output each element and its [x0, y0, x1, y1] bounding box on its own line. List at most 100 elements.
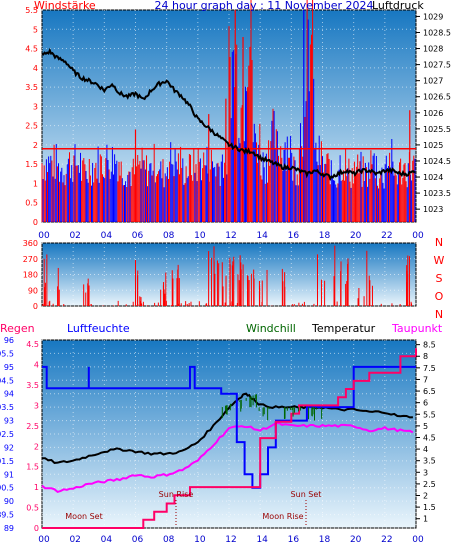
temp-tick-label: 4.5: [423, 433, 436, 442]
series-regen: [42, 348, 417, 529]
temperature-axis-ticks: 1 1.5 2 2.5 3 3.5 4 4.5 5 5.5 6 6.5 7 7.5 8 8.5: [416, 341, 436, 524]
rain-tick-label: 1: [34, 483, 39, 492]
humidity-tick-label: 92: [4, 443, 14, 452]
compass-label: N: [435, 308, 443, 321]
rain-axis-ticks: 0 0.5 1 1.5 2 2.5 3 3.5 4 4.5: [26, 340, 39, 533]
pressure-axis-label: Luftdruck: [372, 0, 424, 12]
time-tick-label: 06: [132, 535, 144, 545]
rain-tick-label: 0: [34, 524, 39, 533]
astro-annotations: Moon Set Sun Rise Sun Set Moon Rise: [65, 490, 321, 527]
pressure-tick-label: 1028.5: [423, 28, 451, 37]
time-tick-label: 06: [132, 231, 144, 241]
pressure-series: [41, 47, 416, 181]
pressure-tick-label: 1025: [423, 141, 443, 150]
direction-tick-label: 180: [23, 271, 38, 280]
pressure-tick-label: 1028: [423, 45, 443, 54]
humidity-tick-label: 95.5: [0, 349, 14, 358]
rain-tick-label: 2: [34, 442, 39, 451]
temp-tick-label: 6.5: [423, 387, 436, 396]
humidity-tick-label: 93.5: [0, 403, 14, 412]
humidity-axis-ticks: 89 89.5 90 90.5 91 91.5 92 92.5 93 93.5 94 94.5 95 95…: [0, 336, 14, 533]
wind-tick-label: 3.5: [25, 83, 38, 92]
time-tick-label: 02: [69, 535, 80, 545]
legend-luftfeuchte: Luftfeuchte: [67, 322, 130, 335]
wind-tick-label: 4: [33, 64, 38, 73]
time-tick-label: 00: [38, 535, 50, 545]
humidity-tick-label: 89: [4, 524, 14, 533]
time-tick-label: 02: [69, 231, 80, 241]
wind-axis-label: Windstärke: [34, 0, 96, 12]
temp-tick-label: 3.5: [423, 457, 436, 466]
time-tick-label: 10: [194, 535, 206, 545]
pressure-tick-label: 1023: [423, 205, 443, 214]
rain-tick-label: 0.5: [26, 504, 39, 513]
panel-temp-humidity-grid: [41, 339, 417, 529]
pressure-tick-label: 1027: [423, 77, 443, 86]
sun-set-label: Sun Set: [291, 490, 322, 499]
humidity-tick-label: 93: [4, 417, 14, 426]
temp-tick-label: 5.5: [423, 410, 436, 419]
temp-tick-label: 1: [423, 515, 428, 524]
wind-tick-label: 1.5: [25, 160, 38, 169]
time-axis-ticks-bottom: 00 02 04 06 08 10 12 14 16 18 20 22 00: [38, 535, 424, 545]
humidity-tick-label: 91: [4, 470, 14, 479]
rain-tick-label: 4: [34, 361, 39, 370]
pressure-line: [41, 47, 416, 181]
wind-tick-label: 1: [33, 179, 38, 188]
temp-tick-label: 7.5: [423, 364, 436, 373]
wind-axis-ticks: 0 0.5 1 1.5 2 2.5 3 3.5 4 4.5 5 5.5: [25, 6, 38, 227]
moon-set-label: Moon Set: [65, 512, 102, 521]
temp-tick-label: 7: [423, 375, 428, 384]
humidity-tick-label: 94.5: [0, 376, 14, 385]
pressure-tick-label: 1027.5: [423, 61, 451, 70]
time-tick-label: 20: [350, 535, 362, 545]
pressure-tick-label: 1026.5: [423, 93, 451, 102]
rain-tick-label: 4.5: [26, 340, 39, 349]
moon-rise-label: Moon Rise: [262, 512, 303, 521]
time-tick-label: 16: [288, 535, 300, 545]
temp-tick-label: 2: [423, 492, 428, 501]
sun-rise-label: Sun Rise: [159, 490, 194, 499]
pressure-tick-label: 1024: [423, 173, 443, 182]
time-tick-label: 20: [350, 231, 362, 241]
time-tick-label: 04: [101, 231, 113, 241]
wind-speed-series: [41, 0, 416, 222]
legend-taupunkt: Taupunkt: [391, 322, 443, 335]
rain-tick-label: 3.5: [26, 381, 39, 390]
pressure-tick-label: 1029: [423, 12, 443, 21]
pressure-tick-label: 1023.5: [423, 189, 451, 198]
temp-panel-legend: Regen Luftfeuchte Windchill Temperatur Taupu…: [0, 322, 443, 335]
wind-tick-label: 5.5: [25, 6, 38, 15]
time-tick-label: 08: [163, 231, 175, 241]
humidity-tick-label: 95: [4, 363, 14, 372]
time-tick-label: 00: [38, 231, 50, 241]
time-tick-label: 04: [101, 535, 113, 545]
direction-tick-label: 0: [33, 302, 38, 311]
temp-tick-label: 5: [423, 422, 428, 431]
temp-tick-label: 6: [423, 399, 428, 408]
time-tick-label: 22: [381, 535, 392, 545]
wind-tick-label: 2: [33, 141, 38, 150]
time-tick-label: 00: [412, 535, 424, 545]
wind-tick-label: 5: [33, 25, 38, 34]
time-axis-ticks-top: 00 02 04 06 08 10 12 14 16 18 20 22 00: [38, 231, 424, 241]
legend-windchill: Windchill: [246, 322, 296, 335]
time-tick-label: 10: [194, 231, 206, 241]
wind-tick-label: 3: [33, 102, 38, 111]
temp-tick-label: 3: [423, 468, 428, 477]
compass-label: S: [436, 272, 443, 285]
humidity-tick-label: 96: [4, 336, 14, 345]
pressure-axis-ticks: 1023 1023.5 1024 1024.5 1025 1025.5 1026 1026.5…: [416, 12, 451, 214]
wind-tick-label: 4.5: [25, 45, 38, 54]
wind-tick-label: 0.5: [25, 199, 38, 208]
humidity-tick-label: 90: [4, 497, 14, 506]
pressure-tick-label: 1026: [423, 109, 443, 118]
series-luftfeuchte: [42, 365, 416, 489]
direction-tick-label: 270: [23, 255, 38, 264]
wind-tick-label: 0: [33, 218, 38, 227]
time-tick-label: 12: [225, 231, 236, 241]
series-taupunkt: [41, 421, 414, 494]
compass-label: O: [435, 290, 444, 303]
legend-regen: Regen: [0, 322, 35, 335]
wind-direction-series: [42, 245, 413, 306]
